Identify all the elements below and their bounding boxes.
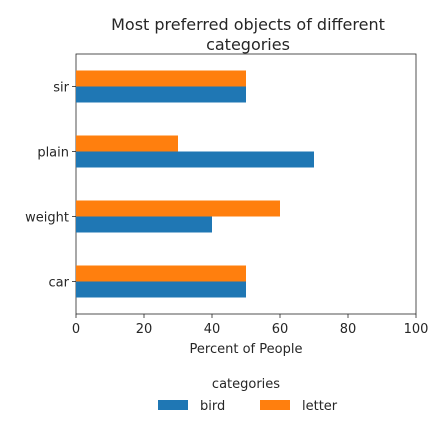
bar-bird-plain xyxy=(76,151,314,168)
legend-label-bird: bird xyxy=(200,399,225,414)
legend: bird letter xyxy=(158,399,338,414)
x-tick-label: 100 xyxy=(404,322,429,337)
chart-title-line-1: Most preferred objects of different xyxy=(111,15,385,34)
bar-bird-car xyxy=(76,281,246,298)
x-tick-label: 80 xyxy=(340,322,357,337)
bar-letter-car xyxy=(76,265,246,282)
bar-bird-sir xyxy=(76,86,246,103)
y-tick-label-car: car xyxy=(49,276,70,291)
x-tick-label: 60 xyxy=(272,322,289,337)
legend-label-letter: letter xyxy=(302,399,338,414)
legend-swatch-bird xyxy=(158,400,188,410)
bar-letter-sir xyxy=(76,70,246,87)
plot-area-frame xyxy=(75,53,417,315)
legend-swatch-letter xyxy=(260,400,290,410)
y-tick-label-weight: weight xyxy=(25,211,69,226)
bar-letter-plain xyxy=(76,135,178,152)
x-tick-label: 20 xyxy=(136,322,153,337)
chart-title-line-2: categories xyxy=(206,35,290,54)
y-tick-label-plain: plain xyxy=(37,146,69,161)
bar-bird-weight xyxy=(76,216,212,233)
x-tick-label: 40 xyxy=(204,322,221,337)
y-tick-label-sir: sir xyxy=(53,81,69,96)
legend-title: categories xyxy=(212,377,280,392)
bar-letter-weight xyxy=(76,200,280,217)
x-tick-label: 0 xyxy=(72,322,80,337)
x-axis-label: Percent of People xyxy=(190,342,303,357)
